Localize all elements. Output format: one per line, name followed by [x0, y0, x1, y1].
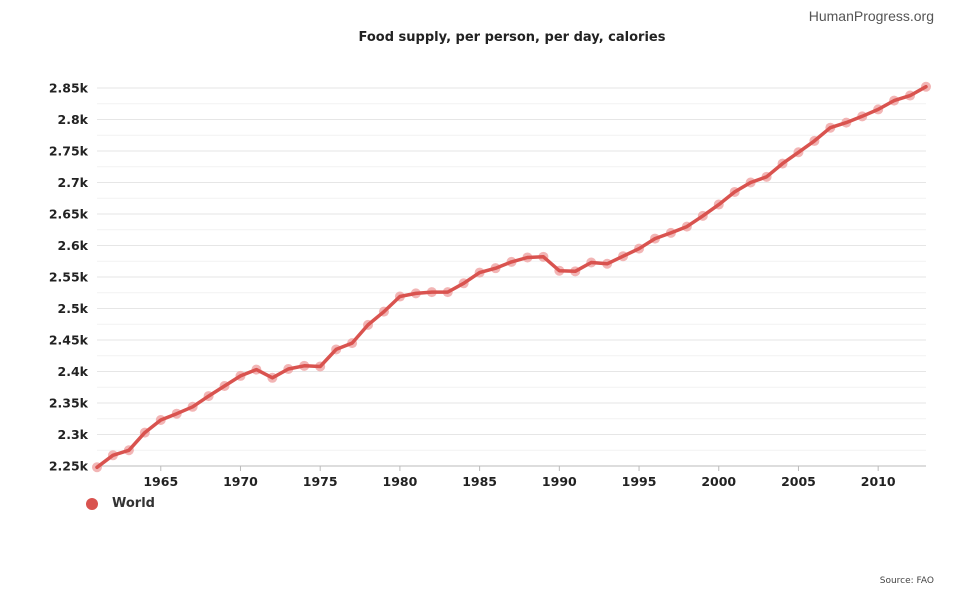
y-tick-label: 2.6k — [58, 238, 89, 253]
y-tick-label: 2.55k — [49, 270, 89, 285]
x-tick-label: 1980 — [383, 474, 418, 489]
legend-label-world: World — [112, 496, 155, 511]
y-tick-label: 2.35k — [49, 396, 89, 411]
x-tick-label: 2010 — [861, 474, 896, 489]
series-line-world — [95, 84, 928, 470]
series-world — [92, 81, 931, 473]
y-tick-label: 2.65k — [49, 207, 89, 222]
y-tick-label: 2.45k — [49, 333, 89, 348]
x-tick-label: 1975 — [303, 474, 338, 489]
legend-marker-icon — [86, 497, 98, 510]
grid-lines — [97, 87, 926, 467]
y-tick-label: 2.85k — [49, 81, 89, 96]
y-axis: 2.25k 2.3k 2.35k 2.4k 2.45k 2.5k 2.55k 2.6k 2.65… — [49, 81, 89, 474]
y-tick-label: 2.4k — [58, 364, 89, 379]
y-tick-label: 2.75k — [49, 144, 89, 159]
chart-title: Food supply, per person, per day, calori… — [358, 30, 666, 45]
brand-watermark: HumanProgress.org — [808, 8, 934, 24]
x-tick-label: 2000 — [701, 474, 736, 489]
x-tick-label: 2005 — [781, 474, 816, 489]
y-tick-label: 2.8k — [58, 112, 89, 127]
x-tick-label: 1965 — [143, 474, 178, 489]
y-tick-label: 2.7k — [58, 175, 89, 190]
legend[interactable]: World — [86, 496, 155, 511]
y-tick-label: 2.5k — [58, 301, 89, 316]
x-tick-label: 1970 — [223, 474, 258, 489]
y-tick-label: 2.3k — [58, 427, 89, 442]
x-tick-label: 1990 — [542, 474, 577, 489]
x-tick-label: 1995 — [622, 474, 657, 489]
x-axis: 1965 1970 1975 1980 1985 1990 1995 2000 2005 2010 — [97, 465, 926, 489]
x-tick-label: 1985 — [462, 474, 497, 489]
source-note: Source: FAO — [879, 576, 934, 586]
y-tick-label: 2.25k — [49, 459, 89, 474]
